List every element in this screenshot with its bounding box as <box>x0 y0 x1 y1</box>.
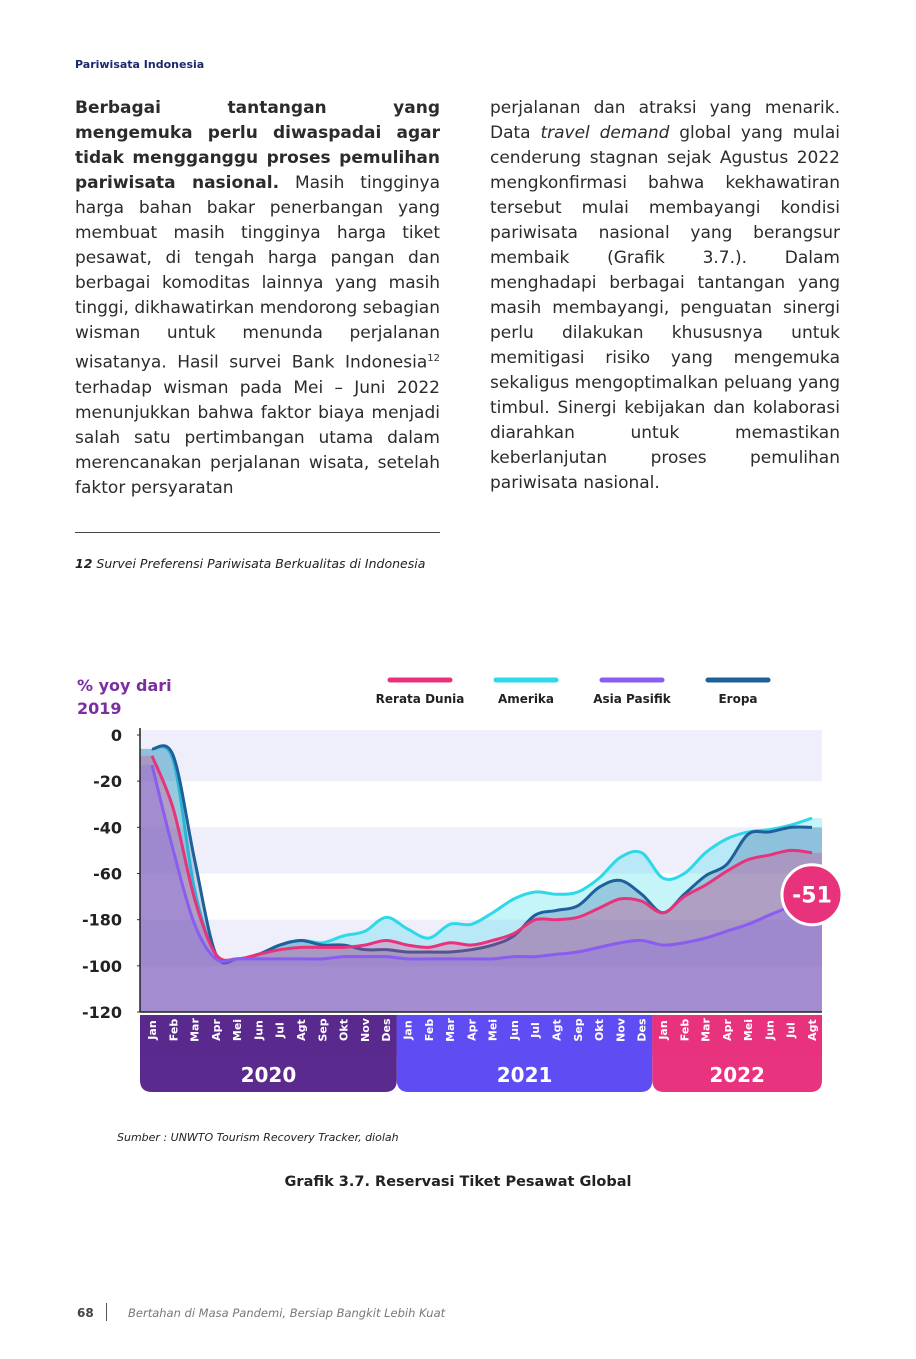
x-tick-label: Mei <box>487 1019 500 1041</box>
lead-bold: Berbagai tantangan yang mengemuka perlu … <box>75 98 440 193</box>
right-column: perjalanan dan atraksi yang menarik. Dat… <box>490 96 840 496</box>
footer-divider <box>106 1303 107 1321</box>
x-tick-label: Sep <box>316 1018 329 1041</box>
month-strip <box>652 1015 822 1055</box>
legend-label: Rerata Dunia <box>376 692 465 706</box>
y-tick-label: -180 <box>82 911 122 930</box>
x-tick-label: Jul <box>274 1022 287 1039</box>
footer-text: Bertahan di Masa Pandemi, Bersiap Bangki… <box>128 1306 446 1320</box>
legend-label: Asia Pasifik <box>593 692 672 706</box>
source: Sumber : UNWTO Tourism Recovery Tracker,… <box>117 1131 399 1144</box>
x-tick-label: Mar <box>700 1018 713 1042</box>
x-tick-label: Apr <box>465 1019 478 1041</box>
year-label: 2020 <box>241 1063 297 1087</box>
x-tick-label: Jul <box>529 1022 542 1039</box>
x-tick-label: Jun <box>763 1020 776 1041</box>
x-tick-label: Feb <box>423 1019 436 1042</box>
series-area <box>140 746 822 1012</box>
x-tick-label: Nov <box>614 1017 627 1042</box>
month-strip <box>396 1015 653 1055</box>
year-label: 2022 <box>709 1063 765 1087</box>
x-tick-label: Okt <box>338 1019 351 1041</box>
x-tick-label: Jun <box>252 1020 265 1041</box>
series-area <box>140 765 822 1012</box>
series-area <box>140 745 822 1012</box>
footnote-text: Survei Preferensi Pariwisata Berkualitas… <box>96 556 426 571</box>
body-text: terhadap wisman pada Mei – Juni 2022 men… <box>75 377 440 498</box>
footnote-ref: 12 <box>427 353 440 364</box>
x-tick-label: Jan <box>146 1020 159 1040</box>
x-tick-label: Feb <box>167 1019 180 1042</box>
left-column: Berbagai tantangan yang mengemuka perlu … <box>75 96 440 501</box>
x-tick-label: Jan <box>657 1020 670 1040</box>
x-tick-label: Sep <box>572 1018 585 1041</box>
legend-label: Eropa <box>718 692 757 706</box>
footnote-rule <box>75 532 440 533</box>
y-tick-label: -20 <box>93 772 122 791</box>
x-tick-label: Mar <box>189 1018 202 1042</box>
annotation: -51 <box>792 884 832 909</box>
caption: Grafik 3.7. Reservasi Tiket Pesawat Glob… <box>284 1174 632 1190</box>
y-axis-title: % yoy dari 2019 <box>77 676 172 718</box>
annotation-badge <box>780 863 844 927</box>
x-tick-label: Jul <box>785 1022 798 1039</box>
x-tick-label: Mei <box>231 1019 244 1041</box>
running-header: Pariwisata Indonesia <box>75 58 205 71</box>
x-tick-label: Mar <box>444 1018 457 1042</box>
y-tick-label: 0 <box>111 726 122 745</box>
body-text: global yang mulai cenderung stagnan seja… <box>490 123 840 493</box>
x-tick-label: Apr <box>210 1019 223 1041</box>
x-tick-label: Des <box>380 1018 393 1042</box>
band <box>140 730 822 782</box>
year-label: 2021 <box>497 1063 553 1087</box>
x-tick-label: Jun <box>508 1020 521 1041</box>
x-tick-label: Des <box>636 1018 649 1042</box>
x-tick-label: Feb <box>678 1019 691 1042</box>
body-text: Masih tingginya harga bahan bakar penerb… <box>75 173 440 373</box>
footnote: 12 Survei Preferensi Pariwisata Berkuali… <box>75 556 425 571</box>
y-tick-label: -120 <box>82 1003 122 1022</box>
x-tick-label: Agt <box>551 1019 564 1041</box>
page-number: 68 <box>77 1306 94 1320</box>
italic-term: travel demand <box>540 123 670 143</box>
series-line <box>150 755 813 962</box>
y-tick-label: -60 <box>93 865 122 884</box>
x-tick-label: Agt <box>806 1019 819 1041</box>
x-tick-label: Jan <box>401 1020 414 1040</box>
series-line <box>150 764 813 963</box>
x-tick-label: Agt <box>295 1019 308 1041</box>
x-tick-label: Apr <box>721 1019 734 1041</box>
legend-label: Amerika <box>498 692 554 706</box>
month-strip <box>140 1015 397 1055</box>
body-text: perjalanan dan atraksi yang menarik. Dat… <box>490 98 840 143</box>
footnote-number: 12 <box>75 556 93 571</box>
x-tick-label: Mei <box>742 1019 755 1041</box>
x-tick-label: Nov <box>359 1017 372 1042</box>
y-tick-label: -40 <box>93 818 122 837</box>
x-tick-label: Okt <box>593 1019 606 1041</box>
y-tick-label: -100 <box>82 957 122 976</box>
